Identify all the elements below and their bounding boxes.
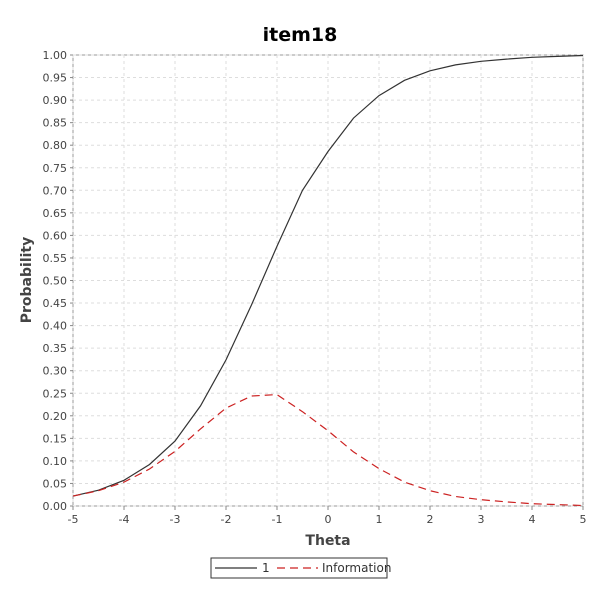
x-tick-label: 2 (427, 513, 434, 526)
y-tick-label: 0.40 (43, 320, 68, 333)
legend: 1 Information (210, 557, 391, 579)
y-tick-label: 0.95 (43, 72, 68, 85)
y-tick-label: 0.50 (43, 275, 68, 288)
x-tick-label: -5 (68, 513, 79, 526)
legend-label: 1 (262, 561, 270, 575)
y-tick-label: 0.20 (43, 410, 68, 423)
y-tick-label: 0.70 (43, 184, 68, 197)
y-tick-label: 0.35 (43, 342, 68, 355)
y-tick-label: 0.65 (43, 207, 68, 220)
y-tick-label: 0.75 (43, 162, 68, 175)
y-tick-label: 0.05 (43, 477, 68, 490)
y-tick-label: 0.00 (43, 500, 68, 513)
x-tick-label: -1 (272, 513, 283, 526)
y-tick-label: 0.30 (43, 365, 68, 378)
x-tick-label: -2 (221, 513, 232, 526)
y-tick-label: 0.90 (43, 94, 68, 107)
chart-title: item18 (263, 24, 338, 46)
x-tick-label: 1 (376, 513, 383, 526)
y-tick-label: 0.60 (43, 229, 68, 242)
legend-items: 1 Information (215, 561, 391, 575)
y-tick-label: 0.45 (43, 297, 68, 310)
y-tick-label: 0.85 (43, 117, 68, 130)
x-tick-label: 4 (529, 513, 536, 526)
x-tick-label: -4 (119, 513, 130, 526)
y-tick-label: 0.25 (43, 387, 68, 400)
axes: 0.00 0.05 0.10 0.15 0.20 0.25 0.30 0.35 0.40 0.45… (43, 49, 587, 526)
x-axis-title: Theta (305, 533, 350, 549)
y-tick-label: 0.10 (43, 455, 68, 468)
x-tick-label: 5 (580, 513, 587, 526)
y-tick-label: 0.80 (43, 139, 68, 152)
x-tick-label: 0 (325, 513, 332, 526)
series-line-probability (72, 54, 584, 497)
y-tick-label: 0.55 (43, 252, 68, 265)
legend-label: Information (322, 561, 391, 575)
legend-box (210, 557, 388, 579)
x-tick-label: 3 (478, 513, 485, 526)
x-tick-label: -3 (170, 513, 181, 526)
y-axis-title: Probability (19, 237, 35, 324)
grid (72, 54, 584, 507)
series-lines (72, 54, 584, 507)
series-line-information (72, 393, 584, 507)
y-tick-label: 1.00 (43, 49, 68, 62)
y-tick-label: 0.15 (43, 432, 68, 445)
